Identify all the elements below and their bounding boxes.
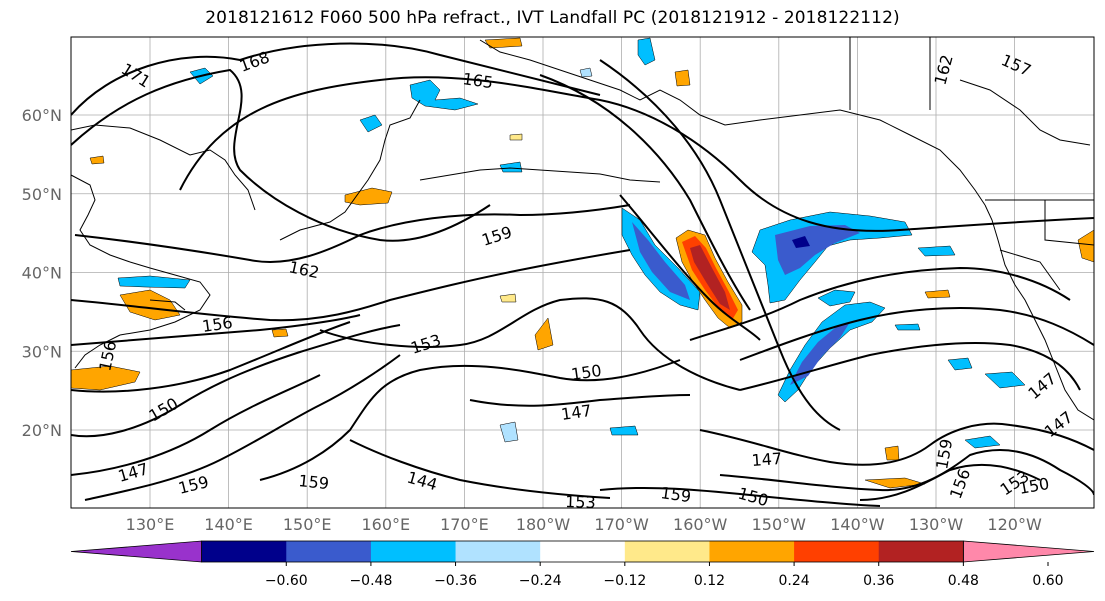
colorbar-tick-label: 0.60 (1032, 573, 1063, 589)
latitude-tick-label: 20°N (22, 421, 62, 440)
longitude-labels: 130°E 140°E 150°E 160°E 170°E 180°W 170°W 160°W… (126, 515, 1042, 534)
contour-label: 150 (570, 361, 603, 384)
colorbar-segment (370, 541, 457, 562)
longitude-tick-label: 150°E (283, 515, 332, 534)
contour-label: 165 (461, 69, 494, 92)
contour-label: 147 (751, 449, 783, 470)
colorbar-labels: −0.60 −0.48 −0.36 −0.24 −0.12 0.12 0.24 0.36 0.4… (265, 562, 1064, 589)
latitude-tick-label: 60°N (22, 106, 62, 125)
colorbar-frame (201, 540, 964, 563)
colorbar-segment (794, 541, 880, 562)
colorbar-tick-label: 0.12 (694, 573, 725, 589)
longitude-tick-label: 120°W (987, 515, 1042, 534)
contour-label: 153 (565, 492, 596, 512)
map-frame (70, 36, 1095, 509)
coastlines (71, 37, 1094, 421)
colorbar-tick-label: 0.48 (948, 573, 979, 589)
longitude-tick-label: 170°W (594, 515, 649, 534)
longitude-tick-label: 130°E (126, 515, 175, 534)
colorbar-tick-label: −0.48 (349, 573, 392, 589)
longitude-tick-label: 130°W (909, 515, 964, 534)
colorbar-segment (201, 541, 287, 562)
colorbar-tick-label: −0.60 (265, 573, 308, 589)
colorbar (70, 540, 1095, 563)
colorbar-extend-high (962, 540, 1095, 563)
latitude-tick-label: 40°N (22, 264, 62, 283)
contour-label: 159 (659, 483, 692, 506)
longitude-tick-label: 170°E (440, 515, 489, 534)
colorbar-segment (540, 541, 626, 562)
latitude-tick-label: 50°N (22, 185, 62, 204)
colorbar-tick-label: −0.24 (519, 573, 562, 589)
contour-label: 156 (201, 313, 234, 336)
longitude-tick-label: 160°E (361, 515, 410, 534)
longitude-tick-label: 160°W (673, 515, 728, 534)
map-title: 2018121612 F060 500 hPa refract., IVT La… (205, 8, 900, 28)
colorbar-segment (286, 541, 372, 562)
longitude-tick-label: 180°W (516, 515, 571, 534)
colorbar-segment (455, 541, 541, 562)
colorbar-segment (709, 541, 795, 562)
negative-anomaly-shading (117, 37, 1026, 449)
colorbar-segment (624, 541, 710, 562)
longitude-tick-label: 150°W (752, 515, 807, 534)
latitude-labels: 60°N 50°N 40°N 30°N 20°N (22, 106, 62, 440)
refractivity-contours (71, 42, 1094, 507)
longitude-tick-label: 140°W (830, 515, 885, 534)
contour-label: 147 (560, 401, 593, 424)
colorbar-tick-label: −0.12 (603, 573, 646, 589)
colorbar-extend-low (70, 540, 203, 563)
colorbar-segment (878, 541, 964, 562)
colorbar-tick-label: 0.36 (863, 573, 894, 589)
colorbar-tick-label: 0.24 (779, 573, 810, 589)
contour-label: 159 (298, 471, 330, 493)
colorbar-tick-label: −0.36 (434, 573, 477, 589)
positive-anomaly-shading (71, 37, 1094, 489)
latitude-tick-label: 30°N (22, 342, 62, 361)
longitude-tick-label: 140°E (204, 515, 253, 534)
